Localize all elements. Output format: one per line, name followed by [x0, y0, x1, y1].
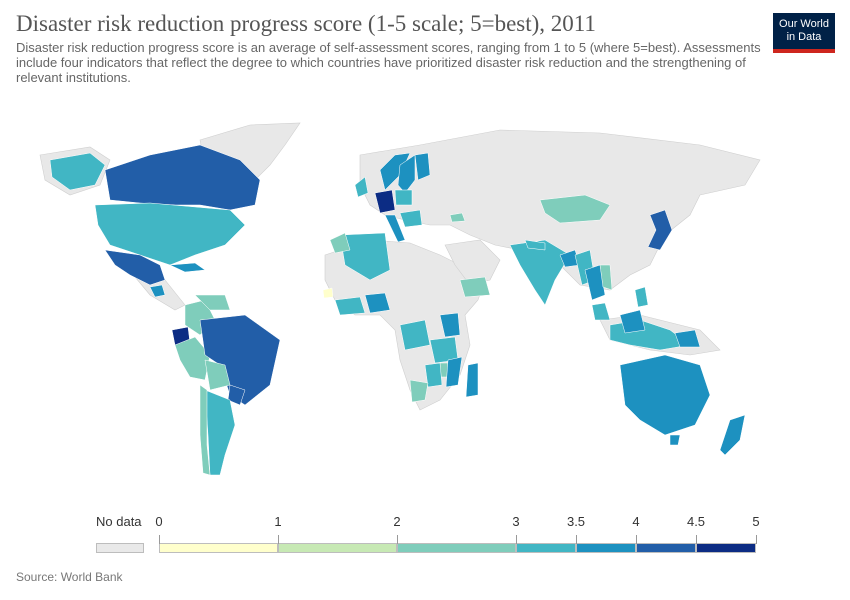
country-ethiopia	[459, 276, 491, 298]
country-drc	[399, 319, 431, 351]
country-chile	[199, 384, 211, 476]
legend-bin-0[interactable]	[159, 543, 278, 553]
country-italy	[384, 214, 406, 243]
legend-tick-label-7: 5	[752, 514, 760, 529]
country-vietnam	[599, 264, 613, 291]
legend-tick-label-4: 3.5	[566, 514, 586, 529]
legend-no-data-label: No data	[96, 514, 142, 529]
country-png	[674, 329, 701, 348]
country-georgia	[449, 212, 466, 223]
country-balkans	[399, 209, 423, 228]
country-mexico	[104, 249, 166, 286]
legend-tick-2	[397, 535, 398, 544]
countries	[49, 144, 746, 476]
country-germany	[374, 189, 396, 214]
legend-tick-label-5: 4	[632, 514, 640, 529]
country-nigeria	[364, 292, 391, 314]
country-canada	[104, 144, 261, 211]
country-algeria	[339, 232, 391, 281]
legend-tick-label-6: 4.5	[686, 514, 706, 529]
logo-line-2: in Data	[786, 31, 822, 43]
country-madagascar	[465, 362, 479, 398]
chart-title: Disaster risk reduction progress score (…	[16, 11, 596, 36]
country-morocco	[329, 232, 351, 254]
owid-logo[interactable]: Our World in Data	[773, 13, 835, 53]
country-borneo	[619, 309, 646, 334]
country-zambia-zimbabwe	[424, 362, 443, 388]
country-argentina	[204, 389, 236, 476]
country-west-africa	[334, 296, 366, 316]
country-australia	[619, 354, 711, 436]
legend-tick-label-0: 0	[155, 514, 163, 529]
country-india	[509, 239, 571, 306]
country-alaska-usa	[49, 152, 106, 191]
country-paraguay	[227, 384, 246, 406]
legend-bin-6[interactable]	[696, 543, 756, 553]
world-map[interactable]	[0, 115, 850, 495]
legend-tick-label-2: 2	[393, 514, 401, 529]
legend-tick-label-3: 3	[512, 514, 520, 529]
country-philippines	[634, 286, 649, 308]
legend-bin-1[interactable]	[278, 543, 397, 553]
legend-tick-label-1: 1	[274, 514, 282, 529]
country-senegal	[322, 287, 334, 299]
country-malaysia	[591, 302, 611, 321]
country-south-africa	[409, 379, 429, 403]
legend-bin-2[interactable]	[397, 543, 516, 553]
country-kenya	[439, 312, 461, 338]
country-usa	[94, 202, 246, 266]
country-peru	[174, 336, 211, 381]
country-sweden	[397, 154, 416, 194]
country-new-zealand	[719, 414, 746, 456]
legend-tick-7	[756, 535, 757, 544]
country-tasmania	[669, 434, 681, 446]
country-uk	[354, 176, 369, 198]
legend-tick-6	[696, 535, 697, 544]
country-mozambique	[445, 356, 463, 388]
legend-bin-5[interactable]	[636, 543, 696, 553]
legend-tick-4	[576, 535, 577, 544]
country-japan	[647, 209, 673, 251]
legend-bin-3[interactable]	[516, 543, 576, 553]
country-cuba	[169, 262, 206, 273]
country-mongolia	[539, 194, 611, 224]
country-poland	[394, 189, 413, 206]
legend-tick-3	[516, 535, 517, 544]
legend-tick-1	[278, 535, 279, 544]
legend-tick-0	[159, 535, 160, 544]
country-finland	[414, 152, 431, 181]
country-venezuela	[194, 294, 231, 311]
source-note[interactable]: Source: World Bank	[16, 570, 123, 584]
country-brazil	[199, 314, 281, 406]
legend-tick-5	[636, 535, 637, 544]
country-nepal	[524, 239, 546, 251]
country-guatemala	[149, 284, 166, 298]
country-laos-thailand	[584, 264, 606, 301]
legend-no-data-swatch	[96, 543, 144, 553]
logo-line-1: Our World	[779, 18, 829, 30]
arabia	[444, 239, 501, 286]
legend-bin-4[interactable]	[576, 543, 636, 553]
chart-subtitle: Disaster risk reduction progress score i…	[16, 40, 761, 85]
